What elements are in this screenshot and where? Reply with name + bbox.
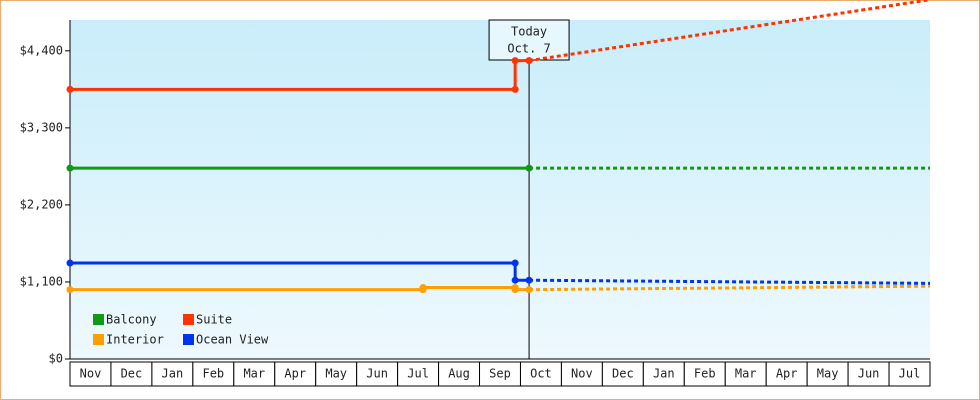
x-cell xyxy=(151,361,194,387)
x-cell xyxy=(110,361,153,387)
x-tick-label: Sep xyxy=(489,367,511,381)
x-cell xyxy=(560,361,603,387)
x-tick-label: Jan xyxy=(162,367,184,381)
x-tick-label: Feb xyxy=(202,367,224,381)
point xyxy=(511,286,519,294)
point xyxy=(66,259,74,267)
x-cell xyxy=(438,361,481,387)
x-cell xyxy=(519,361,562,387)
legend-swatch xyxy=(183,314,194,325)
x-tick-label: Jul xyxy=(899,367,921,381)
series-line xyxy=(70,59,530,91)
today-label: Today xyxy=(511,25,547,39)
forecast-line xyxy=(529,284,931,292)
x-cell xyxy=(192,361,235,387)
legend-label: Ocean View xyxy=(196,333,269,347)
x-tick-label: Mar xyxy=(735,367,757,381)
forecast-line xyxy=(529,278,931,285)
x-tick-label: Jan xyxy=(653,367,675,381)
x-tick-label: Aug xyxy=(448,367,470,381)
point xyxy=(511,259,519,267)
x-tick-label: Jun xyxy=(858,367,880,381)
x-cell xyxy=(683,361,726,387)
point xyxy=(525,276,533,284)
legend-label: Suite xyxy=(196,313,232,327)
point xyxy=(511,276,519,284)
point xyxy=(66,286,74,294)
point xyxy=(66,164,74,172)
today-box xyxy=(488,19,570,61)
x-cell xyxy=(69,361,112,387)
x-tick-label: Oct xyxy=(530,367,552,381)
series-line xyxy=(70,261,530,282)
point xyxy=(66,85,74,93)
x-cell xyxy=(356,361,399,387)
legend-label: Interior xyxy=(106,333,164,347)
point xyxy=(525,164,533,172)
x-tick-label: Nov xyxy=(80,367,102,381)
forecast-line xyxy=(528,0,931,63)
legend-label: Balcony xyxy=(106,313,157,327)
x-cell xyxy=(233,361,276,387)
point xyxy=(525,286,533,294)
x-tick-label: Mar xyxy=(243,367,265,381)
x-cell xyxy=(642,361,685,387)
y-tick-label: $3,300 xyxy=(20,120,63,134)
x-cell xyxy=(847,361,890,387)
x-tick-label: Feb xyxy=(694,367,716,381)
legend-swatch xyxy=(183,334,194,345)
x-tick-label: Apr xyxy=(776,367,798,381)
y-tick-label: $1,100 xyxy=(20,274,63,288)
plot-area xyxy=(70,20,930,359)
y-tick-label: $4,400 xyxy=(20,43,63,57)
x-tick-label: May xyxy=(325,367,347,381)
x-tick-label: Nov xyxy=(571,367,593,381)
point xyxy=(511,85,519,93)
x-tick-label: Dec xyxy=(121,367,143,381)
x-cell xyxy=(765,361,808,387)
y-tick-label: $2,200 xyxy=(20,197,63,211)
point xyxy=(419,284,427,292)
legend-swatch xyxy=(93,334,104,345)
x-tick-label: Jul xyxy=(407,367,429,381)
x-cell xyxy=(888,361,931,387)
x-cell xyxy=(806,361,849,387)
x-tick-label: Jun xyxy=(366,367,388,381)
y-tick-label: $0 xyxy=(49,352,63,366)
point xyxy=(511,57,519,65)
legend-swatch xyxy=(93,314,104,325)
x-tick-label: Apr xyxy=(284,367,306,381)
x-tick-label: Dec xyxy=(612,367,634,381)
point xyxy=(525,57,533,65)
today-label: Oct. 7 xyxy=(507,42,550,56)
x-tick-label: May xyxy=(817,367,839,381)
